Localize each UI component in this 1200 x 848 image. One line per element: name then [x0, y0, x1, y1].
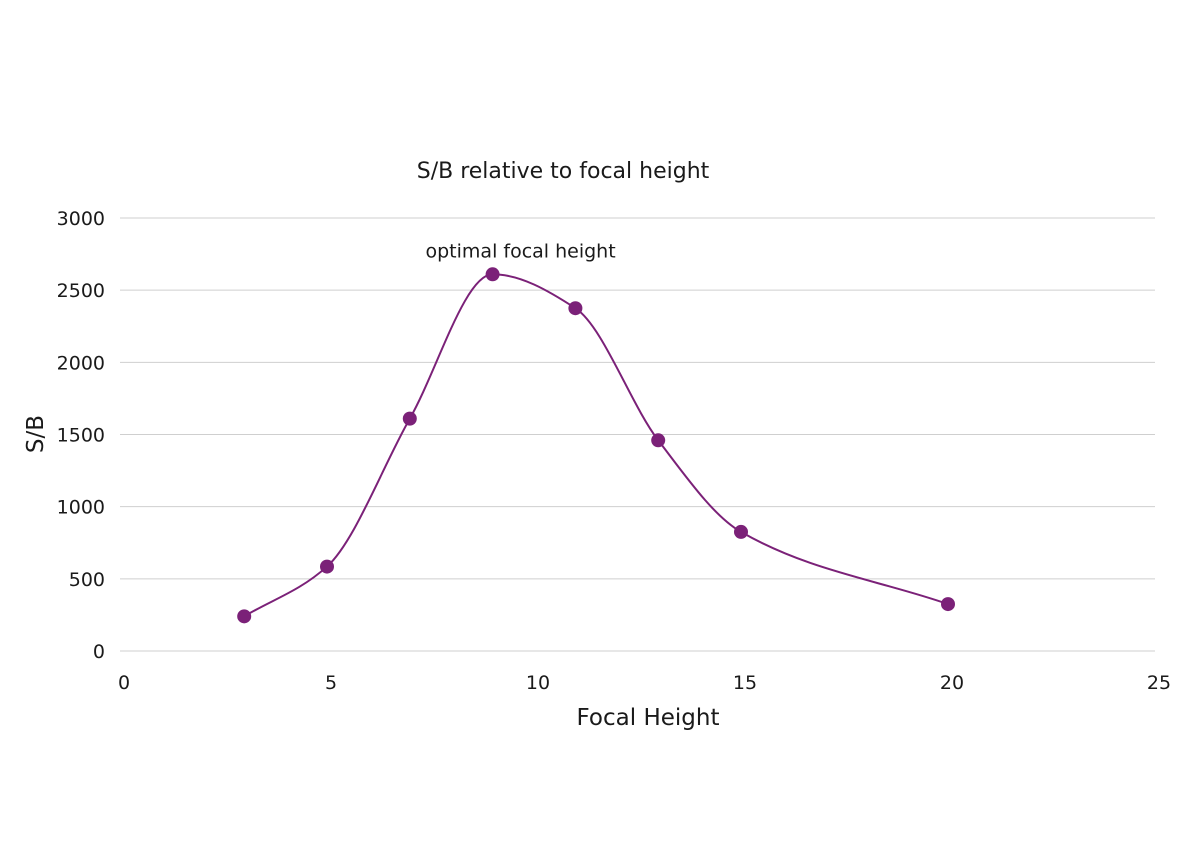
data-point-3: [485, 267, 500, 282]
gridlines: [120, 217, 1155, 652]
data-point-0: [237, 609, 252, 624]
chart-title: S/B relative to focal height: [417, 159, 710, 184]
data-point-7: [941, 597, 955, 612]
x-tick-label: 5: [325, 672, 337, 694]
y-tick-label: 1000: [57, 497, 105, 519]
y-tick-label: 0: [93, 641, 105, 663]
y-tick-label: 500: [69, 569, 105, 591]
x-tick-label: 10: [526, 672, 550, 694]
data-point-6: [734, 524, 748, 539]
data-point-4: [568, 301, 583, 316]
x-tick-label: 0: [118, 672, 130, 694]
x-tick-label: 20: [940, 672, 964, 694]
annotation-optimal-focal-height: optimal focal height: [426, 240, 616, 262]
x-axis-ticks: 0 5 10 15 20 25: [118, 672, 1171, 694]
y-tick-label: 2500: [57, 280, 105, 302]
x-tick-label: 15: [733, 672, 757, 694]
data-point-5: [651, 433, 666, 448]
y-tick-label: 1500: [57, 425, 105, 447]
x-tick-label: 25: [1147, 672, 1171, 694]
data-point-1: [320, 559, 334, 574]
data-point-2: [402, 411, 417, 426]
x-axis-title: Focal Height: [577, 705, 720, 731]
data-points: [237, 267, 955, 624]
series-line: [243, 273, 949, 618]
y-tick-label: 2000: [57, 352, 105, 374]
y-axis-ticks: 0 500 1000 1500 2000 2500 3000: [57, 208, 105, 663]
y-tick-label: 3000: [57, 208, 105, 230]
y-axis-title: S/B: [23, 415, 49, 453]
